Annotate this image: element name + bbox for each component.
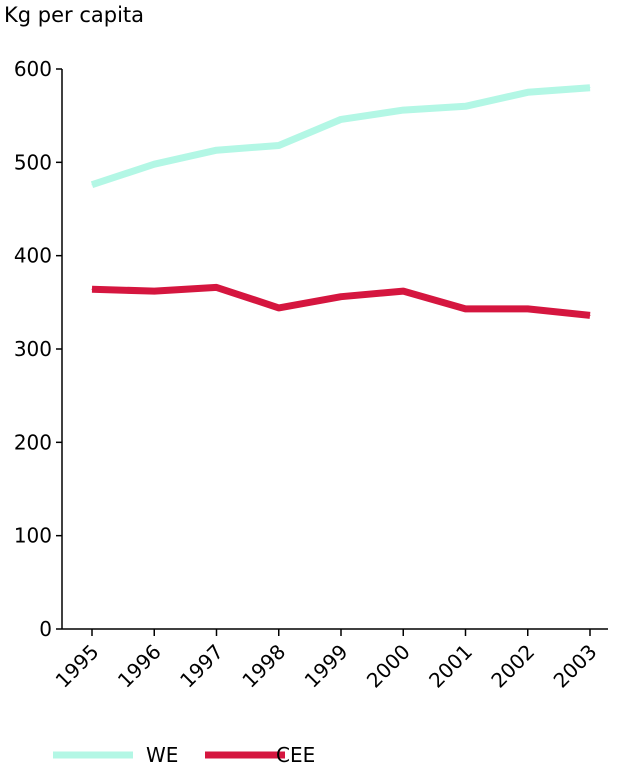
y-axis-title: Kg per capita xyxy=(4,3,144,27)
y-tick-label: 100 xyxy=(14,524,52,548)
data-point-we xyxy=(402,109,404,111)
legend-label-we: WE xyxy=(146,743,178,767)
data-point-cee xyxy=(589,314,591,316)
data-point-cee xyxy=(278,307,280,309)
series-line-cee xyxy=(91,283,591,319)
y-tick-label: 600 xyxy=(14,57,52,81)
data-point-cee xyxy=(216,286,217,288)
data-point-we xyxy=(91,184,93,186)
y-tick-label: 400 xyxy=(14,244,52,268)
x-tick-label: 1996 xyxy=(113,640,166,693)
y-tick-label: 0 xyxy=(39,617,52,641)
data-point-cee xyxy=(465,308,466,310)
x-tick-label: 2002 xyxy=(486,640,539,693)
x-axis: 1995 1996 1997 1998 1999 2000 2001 2002 2003 xyxy=(51,628,608,693)
data-point-we xyxy=(465,105,466,107)
x-tick-label: 2003 xyxy=(549,640,602,693)
x-tick-label: 1998 xyxy=(237,640,290,693)
data-point-cee xyxy=(402,290,404,292)
y-axis: 0 100 200 300 400 500 600 xyxy=(14,57,63,641)
data-point-we xyxy=(216,149,217,151)
data-point-cee xyxy=(340,296,342,298)
data-point-we xyxy=(340,118,342,120)
data-point-cee xyxy=(91,288,93,290)
data-point-we xyxy=(278,145,280,147)
series-layer xyxy=(90,84,591,319)
x-tick-label: 1995 xyxy=(51,640,104,693)
y-tick-label: 200 xyxy=(14,430,52,454)
x-tick-label: 1999 xyxy=(300,640,353,693)
series-line-we xyxy=(90,84,591,189)
x-tick-label: 1997 xyxy=(175,640,228,693)
x-tick-label: 2001 xyxy=(424,640,477,693)
legend-label-cee: CEE xyxy=(276,743,315,767)
legend: WE CEE xyxy=(53,743,315,767)
data-point-we xyxy=(527,91,529,93)
data-point-we xyxy=(589,87,591,89)
y-tick-label: 500 xyxy=(14,150,52,174)
x-tick-label: 2000 xyxy=(362,640,415,693)
data-point-we xyxy=(153,163,155,165)
data-point-cee xyxy=(527,308,529,310)
y-tick-label: 300 xyxy=(14,337,52,361)
data-point-cee xyxy=(153,290,155,292)
